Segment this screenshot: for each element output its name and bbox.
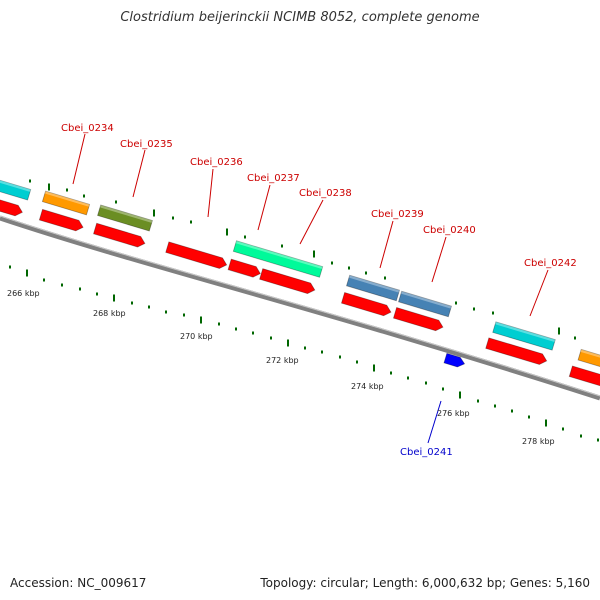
leader-line-7 <box>529 269 549 317</box>
gene-label-cbei-0236[interactable]: Cbei_0236 <box>190 157 243 168</box>
gene-arrow-0 <box>0 197 23 217</box>
cds-bar-cbei-0237-0238-shape <box>232 240 324 278</box>
cds-bar-cbei-0234 <box>41 190 91 216</box>
cds-bar-next-shape <box>577 348 600 370</box>
gene-label-cbei-0235[interactable]: Cbei_0235 <box>120 139 173 150</box>
cds-bar-cbei-0237-0238-shine <box>235 240 323 270</box>
cds-bar-cbei-0235-shape <box>97 204 153 232</box>
genome-summary-text: Topology: circular; Length: 6,000,632 bp… <box>260 576 590 590</box>
gene-label-cbei-0242[interactable]: Cbei_0242 <box>524 258 577 269</box>
gene-arrow-8-shape <box>485 337 548 365</box>
gene-arrow-1-shape <box>38 208 84 232</box>
gene-arrow-3 <box>165 241 228 269</box>
gene-label-cbei-0240[interactable]: Cbei_0240 <box>423 225 476 236</box>
gene-arrow-7 <box>392 307 444 332</box>
leader-line-6 <box>431 236 447 283</box>
cds-bar-cbei-0237-0238 <box>232 240 324 278</box>
cds-marker-cbei-0241-shape <box>443 352 466 368</box>
scale-label-272: 272 kbp <box>266 356 299 365</box>
cds-bar-cbei-0234-shine <box>44 191 90 207</box>
map-title: Clostridium beijerinckii NCIMB 8052, com… <box>120 10 480 25</box>
gene-label-cbei-0239[interactable]: Cbei_0239 <box>371 209 424 220</box>
scale-label-270: 270 kbp <box>180 332 213 341</box>
cds-bar-prev <box>0 177 32 201</box>
scale-label-276: 276 kbp <box>437 409 470 418</box>
gene-label-cbei-0238[interactable]: Cbei_0238 <box>299 188 352 199</box>
gene-arrow-4 <box>227 258 261 278</box>
cds-bar-cbei-0239-shine <box>348 275 400 293</box>
cds-bar-cbei-0234-shape <box>41 190 91 216</box>
gene-label-cbei-0237[interactable]: Cbei_0237 <box>247 173 300 184</box>
gene-arrow-1 <box>38 208 84 232</box>
cds-bar-cbei-0240 <box>398 290 452 318</box>
gene-arrow-3-shape <box>165 241 228 269</box>
cds-bar-cbei-0242 <box>492 321 556 351</box>
gene-arrow-8 <box>485 337 548 365</box>
leader-line-0 <box>72 133 86 185</box>
cds-bar-next <box>577 348 600 370</box>
gene-label-cbei-0241[interactable]: Cbei_0241 <box>400 447 453 458</box>
gene-arrow-5-shape <box>259 268 316 295</box>
cds-bar-cbei-0240-shape <box>398 290 452 318</box>
cds-marker-cbei-0241 <box>443 352 466 368</box>
accession-text: Accession: NC_009617 <box>10 576 147 590</box>
cds-bar-cbei-0242-shape <box>492 321 556 351</box>
gene-arrow-0-shape <box>0 197 23 217</box>
tick-marks <box>9 179 599 442</box>
gene-arrow-6-shape <box>340 292 392 317</box>
gene-arrow-6 <box>340 292 392 317</box>
scale-label-278: 278 kbp <box>522 437 555 446</box>
leader-line-5 <box>379 220 394 269</box>
leader-line-4 <box>299 199 324 245</box>
gene-arrow-9-shape <box>568 365 600 387</box>
cds-bar-next-shine <box>580 349 600 361</box>
cds-bar-cbei-0235-shine <box>100 204 153 223</box>
label-leaders <box>72 133 549 444</box>
gene-features <box>0 177 600 387</box>
scale-label-266: 266 kbp <box>7 289 40 298</box>
gene-arrow-5 <box>259 268 316 295</box>
cds-bar-cbei-0239-shape <box>346 274 400 302</box>
gene-arrow-2-shape <box>93 222 146 248</box>
genome-backbone <box>0 215 600 401</box>
gene-label-cbei-0234[interactable]: Cbei_0234 <box>61 123 114 134</box>
leader-line-8 <box>427 400 442 444</box>
cds-bar-cbei-0239 <box>346 274 400 302</box>
cds-bar-cbei-0235 <box>97 204 153 232</box>
scale-label-274: 274 kbp <box>351 382 384 391</box>
gene-arrow-9 <box>568 365 600 387</box>
leader-line-2 <box>207 168 214 218</box>
cds-bar-cbei-0242-shine <box>495 321 556 343</box>
genome-backbone-highlight <box>0 215 600 397</box>
cds-bar-cbei-0240-shine <box>400 291 452 309</box>
gene-arrow-4-shape <box>227 258 261 278</box>
gene-arrow-7-shape <box>392 307 444 332</box>
leader-line-3 <box>257 184 271 231</box>
cds-bar-prev-shape <box>0 177 32 201</box>
leader-line-1 <box>132 149 146 198</box>
gene-arrow-2 <box>93 222 146 248</box>
scale-label-268: 268 kbp <box>93 309 126 318</box>
cds-bar-prev-shine <box>0 177 31 192</box>
